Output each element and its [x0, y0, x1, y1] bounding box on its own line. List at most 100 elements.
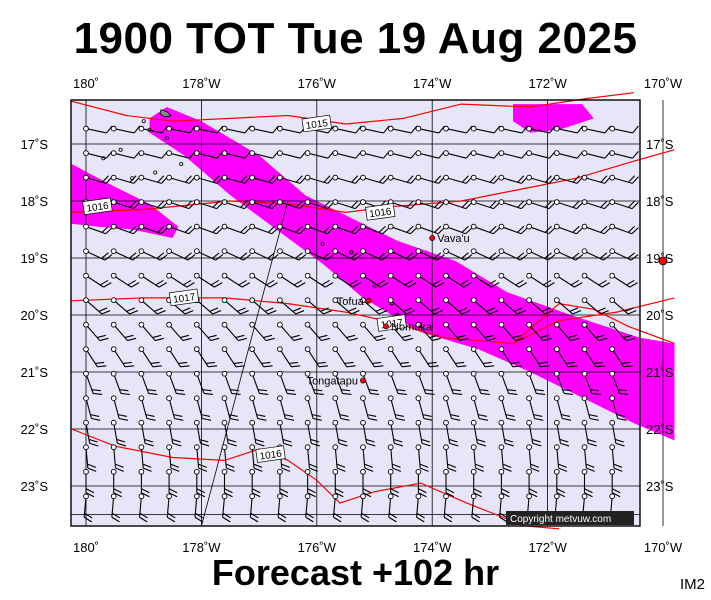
lat-label-right: 18˚S: [646, 194, 674, 209]
wind-barb: [166, 370, 186, 396]
wind-barb: [360, 395, 378, 421]
wind-barb: [193, 419, 210, 447]
wind-barb: [443, 493, 453, 523]
island: [349, 250, 354, 255]
wind-barb: [332, 395, 350, 421]
wind-barb: [138, 370, 158, 396]
wind-barb: [249, 248, 279, 261]
wind-barb: [581, 272, 611, 288]
wind-barb: [553, 370, 573, 396]
wind-barb: [277, 395, 295, 421]
island: [320, 241, 325, 246]
wind-barb: [304, 493, 315, 523]
wind-barb: [332, 272, 361, 288]
wind-barb: [83, 419, 99, 447]
lat-label-left: 18˚S: [21, 194, 49, 209]
wind-barb: [581, 297, 609, 315]
wind-barb: [83, 370, 103, 396]
isobar-label-text: 1016: [259, 449, 283, 463]
wind-barb: [83, 125, 113, 134]
wind-barb: [360, 493, 370, 523]
wind-barb: [360, 272, 389, 288]
wind-barb: [277, 199, 307, 210]
wind-barb: [443, 419, 459, 447]
wind-barb: [304, 174, 335, 184]
wind-barb: [498, 493, 508, 523]
isobar-label-text: 1015: [305, 118, 329, 132]
wind-barb: [387, 419, 404, 447]
wind-barb: [387, 297, 416, 315]
isobar-label: 1016: [82, 197, 113, 215]
wind-barb: [609, 199, 639, 210]
wind-barb: [553, 223, 584, 235]
isobar-label: 1015: [301, 114, 332, 133]
wind-barb: [110, 493, 121, 523]
wind-barb: [277, 248, 307, 261]
wind-barb: [470, 370, 490, 396]
lat-label-left: 22˚S: [21, 422, 49, 437]
wind-barb: [332, 444, 346, 472]
map-border: [70, 99, 641, 527]
wind-barb: [470, 199, 501, 210]
wind-barb: [387, 223, 418, 235]
wind-barb: [470, 150, 501, 159]
wind-barb: [166, 321, 192, 342]
wind-barb: [193, 493, 204, 523]
wind-barb: [609, 444, 623, 472]
wind-barb: [332, 419, 348, 447]
lon-label-top: 172˚W: [528, 76, 567, 91]
wind-barb: [332, 370, 352, 396]
wind-barb: [166, 223, 196, 235]
wind-barb: [277, 223, 307, 235]
wind-barb: [526, 321, 552, 342]
wind-barb: [470, 468, 482, 498]
wind-barb: [581, 419, 597, 447]
wind-barb: [470, 395, 489, 421]
isobar-1017-branch: [512, 302, 675, 345]
wind-barb: [443, 223, 473, 235]
wind-barb: [526, 370, 546, 396]
wind-barb: [609, 150, 639, 159]
wind-barb: [138, 493, 148, 523]
wind-barb: [138, 346, 162, 368]
dateline-segment: [201, 200, 289, 527]
wind-barb: [304, 248, 334, 261]
wind-barb: [470, 297, 499, 315]
wind-barb: [553, 444, 568, 472]
wind-barb: [553, 395, 572, 421]
isobar-label-text: 1017: [172, 292, 196, 306]
wind-barb: [138, 150, 169, 159]
wind-barb: [83, 248, 113, 261]
wind-barb: [193, 174, 224, 184]
wind-barb: [332, 493, 342, 523]
wind-barb-layer: [83, 125, 639, 523]
lat-label-right: 23˚S: [646, 479, 674, 494]
place-marker: [429, 235, 436, 241]
wind-barb: [277, 346, 301, 368]
wind-barb: [387, 272, 417, 288]
wind-barb: [415, 493, 425, 523]
wind-barb: [415, 419, 431, 447]
wind-barb: [110, 125, 141, 134]
place-marker: [360, 377, 366, 384]
wind-barb: [443, 468, 455, 498]
wind-barb: [304, 468, 316, 498]
wind-barb: [415, 395, 433, 421]
wind-barb: [498, 125, 528, 134]
wind-barb: [498, 468, 510, 498]
wind-barb: [221, 297, 249, 315]
wind-barb: [193, 248, 224, 261]
wind-barb: [360, 444, 374, 472]
wind-barb: [526, 199, 556, 210]
wind-barb: [221, 346, 245, 368]
wind-barb: [415, 444, 429, 472]
wind-barb: [83, 444, 97, 472]
wind-barb: [221, 248, 251, 261]
wind-barb: [498, 321, 524, 342]
wind-barb: [166, 272, 195, 288]
wind-barb: [249, 370, 269, 396]
wind-barb: [553, 468, 566, 498]
wind-barb: [387, 493, 398, 523]
wind-barb: [443, 395, 461, 421]
